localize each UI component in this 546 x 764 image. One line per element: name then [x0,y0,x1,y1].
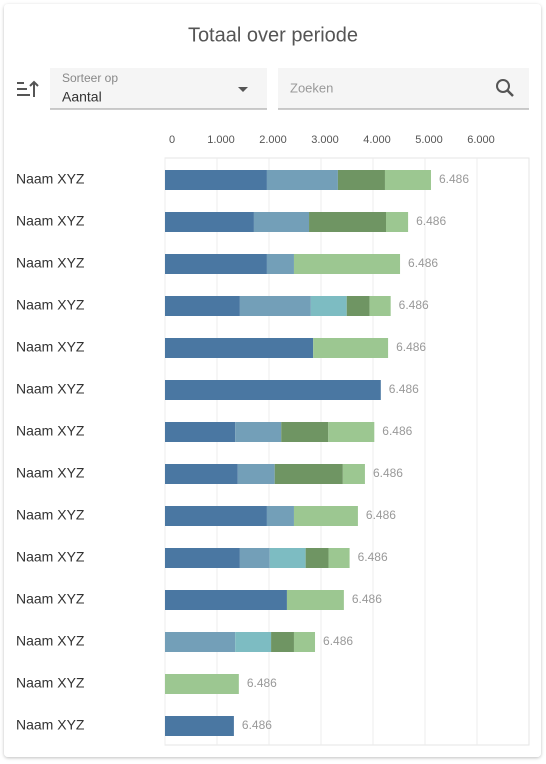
bar-segment [165,422,236,442]
total-label: 6.486 [366,508,396,522]
dropdown-arrow [238,87,248,92]
bar-segment [165,632,236,652]
y-tick-label: Naam XYZ [16,549,85,565]
bar-segment [165,464,238,484]
y-tick-label: Naam XYZ [16,465,85,481]
select-label: Sorteer op [62,71,118,85]
sort-select[interactable]: Sorteer op Aantal [50,68,267,110]
y-tick-label: Naam XYZ [16,339,85,355]
search-bg [278,68,529,109]
title: Totaal over periode [188,24,358,46]
x-tick-label: 1.000 [207,134,235,146]
bar-segment [286,590,344,610]
total-label: 6.486 [408,256,438,270]
y-tick-label: Naam XYZ [16,507,85,523]
bar-segment [235,632,272,652]
bar-segment [253,212,310,232]
x-tick-label: 6.000 [467,134,495,146]
bar-segment [165,338,314,358]
bar-segment [165,716,234,736]
bar-segment [369,296,391,316]
bar-segment [165,212,254,232]
y-tick-label: Naam XYZ [16,255,85,271]
total-label: 6.486 [373,466,403,480]
y-tick-label: Naam XYZ [16,213,85,229]
y-tick-label: Naam XYZ [16,717,85,733]
bar-segment [165,254,267,274]
bar-segment [309,212,386,232]
y-tick-label: Naam XYZ [16,171,85,187]
bar-segment [271,632,294,652]
total-label: 6.486 [389,382,419,396]
bar-segment [165,548,240,568]
bar-segment [337,170,385,190]
select-bg [50,68,267,109]
bar-segment [328,422,375,442]
bar-segment [266,506,294,526]
y-tick-label: Naam XYZ [16,297,85,313]
bar-segment [266,254,294,274]
bar-segment [237,464,275,484]
bar-segment [386,212,409,232]
x-tick-label: 5.000 [415,134,443,146]
total-label: 6.486 [352,592,382,606]
bar-segment [165,674,239,694]
bar-segment [328,548,350,568]
y-tick-label: Naam XYZ [16,423,85,439]
sort-icon[interactable] [17,80,39,97]
bar-segment [266,170,338,190]
bar-segment [313,338,389,358]
bar-segment [165,506,267,526]
bar-segment [293,254,401,274]
search-field[interactable]: Zoeken [278,68,529,110]
bar-segment [269,548,306,568]
search-icon [496,79,510,93]
bar-segment [165,590,287,610]
search-placeholder: Zoeken [290,80,333,95]
bar-segment [239,548,270,568]
bar-segment [165,380,381,400]
x-tick-label: 4.000 [363,134,391,146]
bar-segment [274,464,343,484]
x-tick-label: 2.000 [259,134,287,146]
select-value: Aantal [62,89,102,105]
bar-segment [165,170,267,190]
bar-segment [165,296,240,316]
total-label: 6.486 [439,172,469,186]
bar-segment [384,170,431,190]
total-label: 6.486 [382,424,412,438]
total-label: 6.486 [399,298,429,312]
y-tick-label: Naam XYZ [16,381,85,397]
total-label: 6.486 [323,634,353,648]
total-label: 6.486 [396,340,426,354]
y-tick-label: Naam XYZ [16,633,85,649]
bar-segment [293,506,358,526]
bar-segment [305,548,329,568]
total-label: 6.486 [242,718,272,732]
y-tick-label: Naam XYZ [16,675,85,691]
x-tick-label: 0 [169,134,175,146]
bar-segment [342,464,365,484]
bar-segment [235,422,282,442]
bar-segment [346,296,370,316]
x-tick-label: 3.000 [311,134,339,146]
bar-segment [293,632,316,652]
bar-segment [310,296,347,316]
y-tick-label: Naam XYZ [16,591,85,607]
total-label: 6.486 [247,676,277,690]
bar-segment [281,422,329,442]
total-label: 6.486 [358,550,388,564]
bar-segment [239,296,311,316]
search-icon-handle [506,89,514,97]
total-label: 6.486 [416,214,446,228]
